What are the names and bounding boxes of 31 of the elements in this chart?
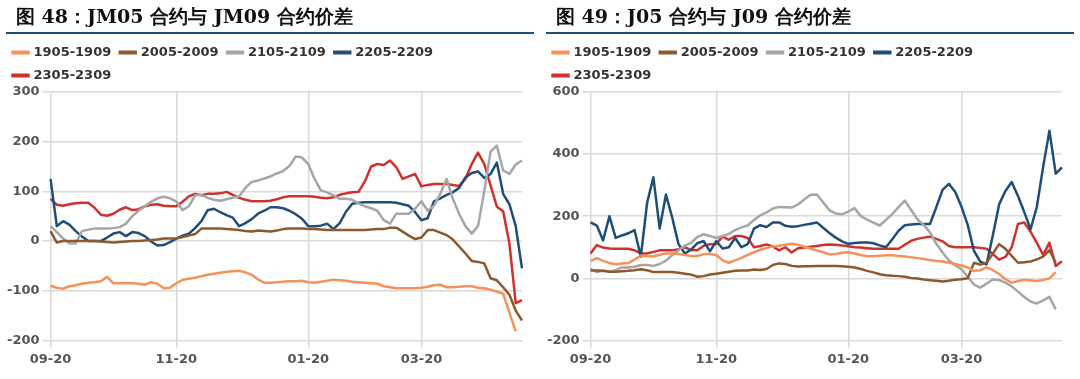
y-tick-label: 0: [30, 232, 40, 248]
y-tick-label: 300: [12, 83, 40, 99]
legend-label: 2005-2009: [140, 43, 219, 59]
x-tick-label: 11-20: [155, 350, 198, 366]
x-tick-label: 03-20: [940, 350, 983, 366]
y-tick-label: -200: [6, 331, 40, 347]
y-tick-label: 200: [12, 133, 40, 149]
y-tick-label: 100: [12, 182, 40, 198]
legend-label: 2305-2309: [33, 66, 112, 82]
y-tick-label: -200: [546, 331, 580, 347]
y-tick-label: 600: [552, 83, 580, 99]
legend-label: 1905-1909: [33, 43, 112, 59]
legend-label: 2005-2009: [680, 43, 759, 59]
x-tick-label: 01-20: [827, 350, 870, 366]
legend-label: 2305-2309: [573, 66, 652, 82]
y-tick-label: 400: [552, 145, 580, 161]
x-tick-label: 03-20: [400, 350, 443, 366]
legend-label: 2205-2209: [355, 43, 434, 59]
x-tick-label: 09-20: [29, 350, 72, 366]
legend-label: 1905-1909: [573, 43, 652, 59]
y-tick-label: 0: [570, 269, 580, 285]
x-tick-label: 09-20: [569, 350, 612, 366]
legend-label: 2105-2109: [788, 43, 866, 59]
y-tick-label: -100: [6, 282, 40, 298]
legend-label: 2105-2109: [248, 43, 326, 59]
chart-title: 图 49：J05 合约与 J09 合约价差: [546, 0, 1074, 34]
chart-title: 图 48：JM05 合约与 JM09 合约价差: [6, 0, 534, 34]
x-tick-label: 11-20: [695, 350, 738, 366]
x-tick-label: 01-20: [287, 350, 330, 366]
legend-label: 2205-2209: [895, 43, 974, 59]
y-tick-label: 200: [552, 207, 580, 223]
